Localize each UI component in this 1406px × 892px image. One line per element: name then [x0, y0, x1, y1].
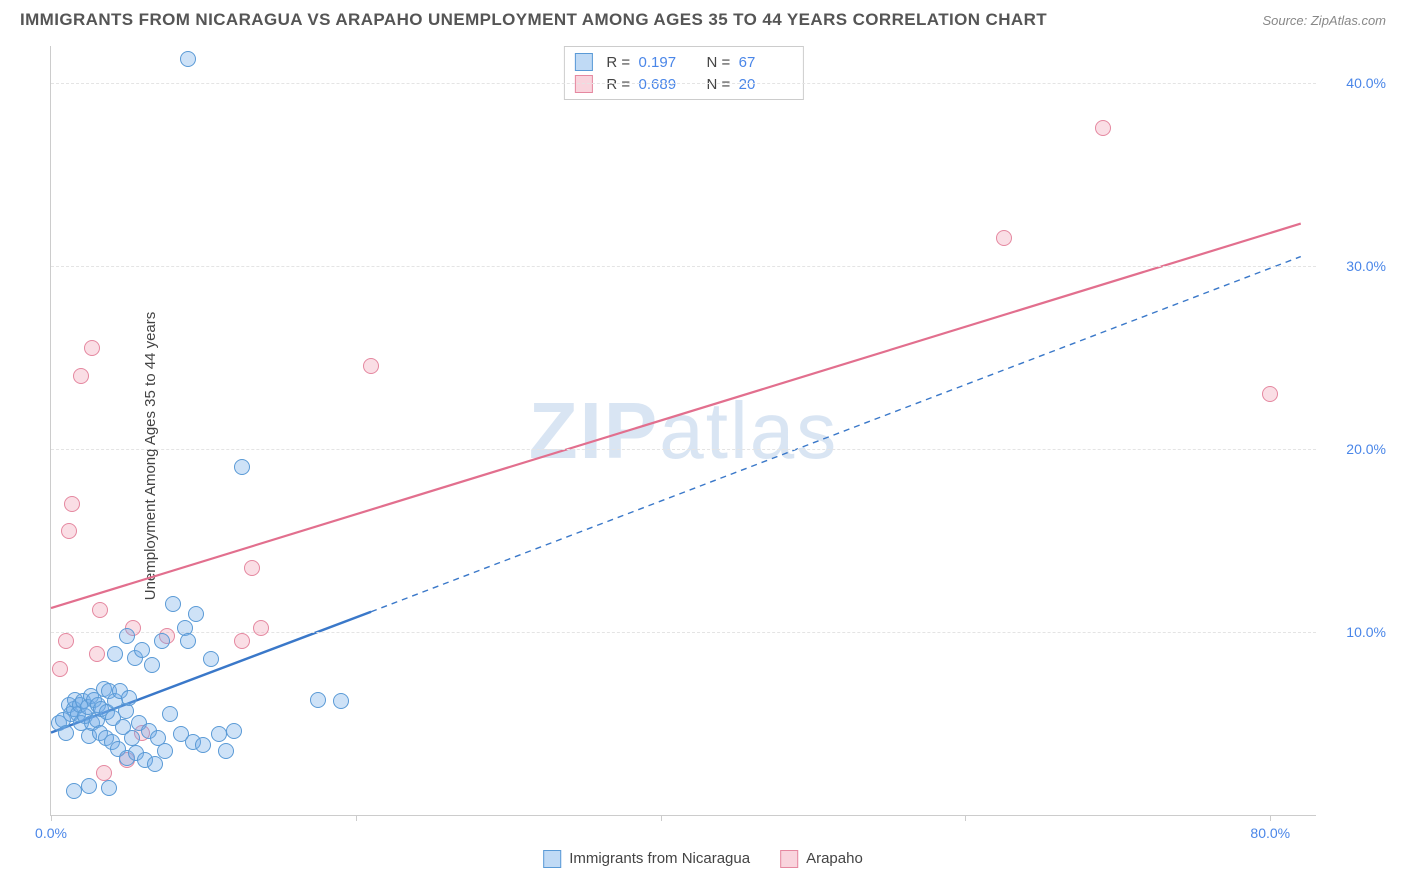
data-point — [107, 646, 123, 662]
x-tick — [1270, 815, 1271, 821]
data-point — [310, 692, 326, 708]
gridline — [51, 449, 1316, 450]
stat-r-label: R = — [606, 54, 630, 71]
x-tick — [356, 815, 357, 821]
gridline — [51, 266, 1316, 267]
data-point — [92, 602, 108, 618]
stats-legend: R = 0.197 N = 67 R = 0.689 N = 20 — [563, 46, 803, 100]
data-point — [157, 743, 173, 759]
data-point — [121, 690, 137, 706]
chart-container: Unemployment Among Ages 35 to 44 years Z… — [0, 36, 1406, 876]
data-point — [211, 726, 227, 742]
stat-n-label: N = — [707, 54, 731, 71]
stat-r-label: R = — [606, 76, 630, 93]
stat-r-pink: 0.689 — [639, 76, 693, 93]
series-legend: Immigrants from Nicaragua Arapaho — [543, 850, 863, 868]
plot-area: ZIPatlas R = 0.197 N = 67 R = 0.689 N = … — [50, 46, 1316, 816]
stat-r-blue: 0.197 — [639, 54, 693, 71]
data-point — [234, 459, 250, 475]
legend-label-pink: Arapaho — [806, 850, 863, 867]
data-point — [52, 661, 68, 677]
x-tick-label: 80.0% — [1250, 825, 1290, 841]
data-point — [58, 633, 74, 649]
data-point — [234, 633, 250, 649]
data-point — [61, 523, 77, 539]
y-tick-label: 30.0% — [1346, 258, 1386, 274]
regression-lines — [51, 46, 1316, 815]
data-point — [165, 596, 181, 612]
data-point — [218, 743, 234, 759]
data-point — [73, 368, 89, 384]
stat-n-pink: 20 — [739, 76, 793, 93]
data-point — [101, 780, 117, 796]
data-point — [124, 730, 140, 746]
data-point — [996, 230, 1012, 246]
x-tick-label: 0.0% — [35, 825, 67, 841]
data-point — [96, 765, 112, 781]
data-point — [134, 642, 150, 658]
data-point — [119, 628, 135, 644]
legend-swatch-pink — [780, 850, 798, 868]
legend-swatch-blue — [574, 53, 592, 71]
data-point — [147, 756, 163, 772]
data-point — [333, 693, 349, 709]
legend-label-blue: Immigrants from Nicaragua — [569, 850, 750, 867]
data-point — [58, 725, 74, 741]
data-point — [253, 620, 269, 636]
y-tick-label: 40.0% — [1346, 75, 1386, 91]
stat-n-label: N = — [707, 76, 731, 93]
data-point — [144, 657, 160, 673]
data-point — [203, 651, 219, 667]
data-point — [188, 606, 204, 622]
data-point — [244, 560, 260, 576]
data-point — [1095, 120, 1111, 136]
chart-title: IMMIGRANTS FROM NICARAGUA VS ARAPAHO UNE… — [20, 10, 1047, 30]
data-point — [84, 340, 100, 356]
x-tick — [661, 815, 662, 821]
data-point — [81, 778, 97, 794]
data-point — [1262, 386, 1278, 402]
watermark: ZIPatlas — [529, 385, 838, 477]
data-point — [180, 51, 196, 67]
data-point — [226, 723, 242, 739]
source-label: Source: ZipAtlas.com — [1262, 13, 1386, 28]
data-point — [89, 646, 105, 662]
data-point — [154, 633, 170, 649]
y-tick-label: 10.0% — [1346, 624, 1386, 640]
legend-swatch-pink — [574, 75, 592, 93]
gridline — [51, 83, 1316, 84]
x-tick — [965, 815, 966, 821]
legend-swatch-blue — [543, 850, 561, 868]
data-point — [162, 706, 178, 722]
data-point — [66, 783, 82, 799]
data-point — [195, 737, 211, 753]
stat-n-blue: 67 — [739, 54, 793, 71]
data-point — [363, 358, 379, 374]
data-point — [180, 633, 196, 649]
x-tick — [51, 815, 52, 821]
data-point — [64, 496, 80, 512]
y-tick-label: 20.0% — [1346, 441, 1386, 457]
